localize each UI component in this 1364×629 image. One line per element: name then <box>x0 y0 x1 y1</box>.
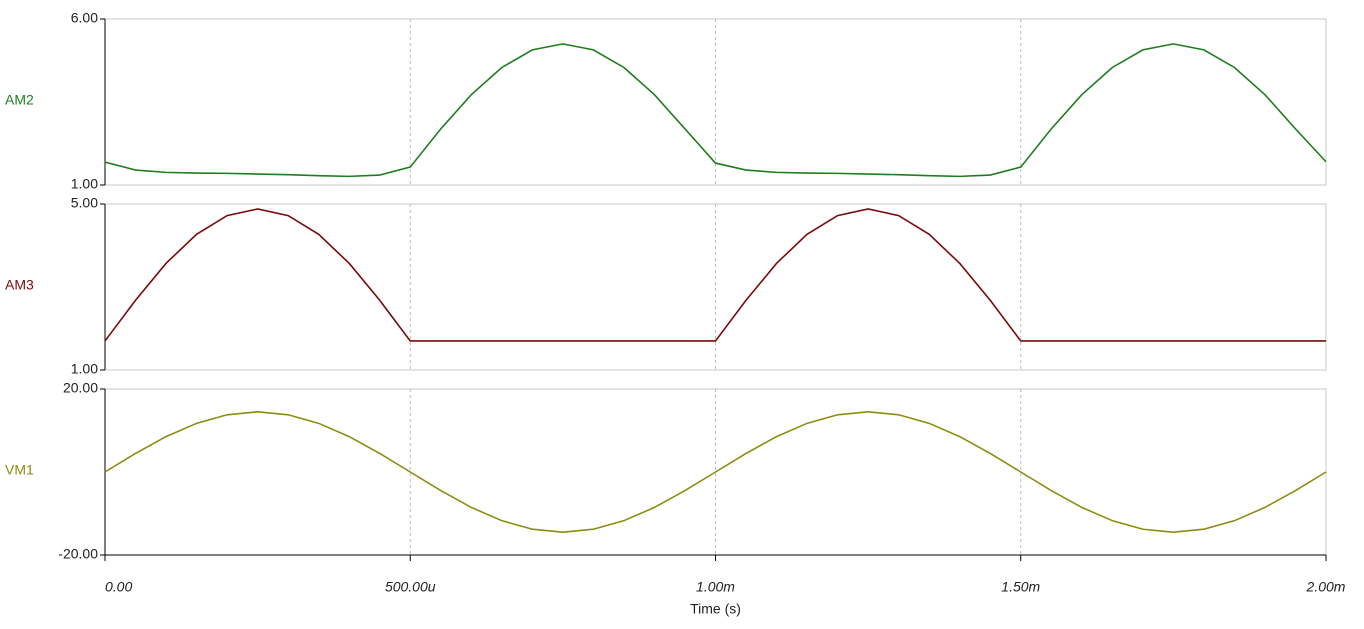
x-axis-label: Time (s) <box>690 601 741 617</box>
series-label: AM3 <box>5 277 34 293</box>
series-line <box>104 208 1326 342</box>
series-label: VM1 <box>5 462 34 478</box>
y-tick-label: 5.00 <box>71 195 98 211</box>
x-tick-label: 0.00 <box>105 579 132 595</box>
series-line <box>104 411 1327 533</box>
x-tick-label: 2.00m <box>1306 579 1346 595</box>
y-tick-label: -20.00 <box>58 546 98 562</box>
y-tick-label: 6.00 <box>71 10 98 26</box>
x-tick-label: 1.00m <box>696 579 735 595</box>
y-tick-label: 1.00 <box>71 176 98 192</box>
y-tick-label: 20.00 <box>63 380 98 396</box>
y-tick-label: 1.00 <box>71 361 98 377</box>
series-line <box>104 43 1327 178</box>
x-tick-label: 500.00u <box>385 579 436 595</box>
x-tick-label: 1.50m <box>1001 579 1040 595</box>
series-label: AM2 <box>5 92 34 108</box>
